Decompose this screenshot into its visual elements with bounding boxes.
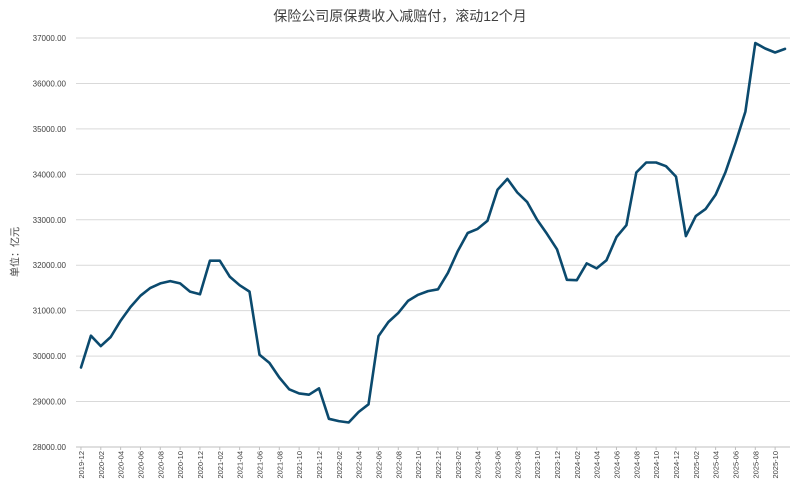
y-tick-label: 37000.00 [33, 34, 67, 43]
x-tick-label: 2021-04 [236, 451, 245, 479]
x-tick-label: 2022-04 [355, 451, 364, 479]
series-line [79, 41, 787, 424]
x-tick-label: 2022-08 [394, 451, 403, 479]
chart-title: 保险公司原保费收入减赔付，滚动12个月 [273, 8, 527, 24]
x-tick-label: 2019-12 [77, 451, 86, 479]
x-tick-label: 2020-12 [196, 451, 205, 479]
x-tick-label: 2025-10 [771, 451, 780, 479]
y-tick-label: 29000.00 [33, 398, 67, 407]
x-tick-label: 2020-10 [176, 451, 185, 479]
x-tick-label: 2023-04 [474, 451, 483, 479]
y-tick-label: 31000.00 [33, 307, 67, 316]
x-tick-label: 2024-08 [632, 451, 641, 479]
y-tick-label: 35000.00 [33, 125, 67, 134]
x-tick-label: 2025-02 [692, 451, 701, 479]
x-tick-label: 2024-06 [612, 451, 621, 479]
x-tick-label: 2024-12 [672, 451, 681, 479]
x-tick-label: 2021-06 [255, 451, 264, 479]
x-tick-label: 2024-10 [652, 451, 661, 479]
x-tick-label: 2020-02 [97, 451, 106, 479]
y-tick-label: 30000.00 [33, 352, 67, 361]
y-tick-label: 36000.00 [33, 79, 67, 88]
x-tick-label: 2023-12 [553, 451, 562, 479]
x-tick-label: 2021-12 [315, 451, 324, 479]
x-tick-label: 2020-08 [156, 451, 165, 479]
y-tick-label: 33000.00 [33, 216, 67, 225]
x-tick-label: 2020-04 [117, 451, 126, 479]
x-tick-label: 2025-08 [751, 451, 760, 479]
x-tick-label: 2022-02 [335, 451, 344, 479]
x-tick-label: 2025-06 [731, 451, 740, 479]
x-tick-label: 2022-12 [434, 451, 443, 479]
x-tick-label: 2020-06 [136, 451, 145, 479]
x-tick-label: 2023-02 [454, 451, 463, 479]
x-tick-label: 2023-10 [533, 451, 542, 479]
x-tick-label: 2023-08 [513, 451, 522, 479]
x-tick-label: 2021-08 [275, 451, 284, 479]
x-tick-label: 2025-04 [712, 451, 721, 479]
y-tick-label: 34000.00 [33, 170, 67, 179]
y-tick-label: 28000.00 [33, 443, 67, 452]
x-tick-label: 2021-02 [216, 451, 225, 479]
x-tick-label: 2024-04 [593, 451, 602, 479]
x-tick-label: 2024-02 [573, 451, 582, 479]
x-tick-label: 2021-10 [295, 451, 304, 479]
y-tick-label: 32000.00 [33, 261, 67, 270]
x-tick-label: 2022-06 [374, 451, 383, 479]
x-tick-label: 2023-06 [493, 451, 502, 479]
x-tick-label: 2022-10 [414, 451, 423, 479]
